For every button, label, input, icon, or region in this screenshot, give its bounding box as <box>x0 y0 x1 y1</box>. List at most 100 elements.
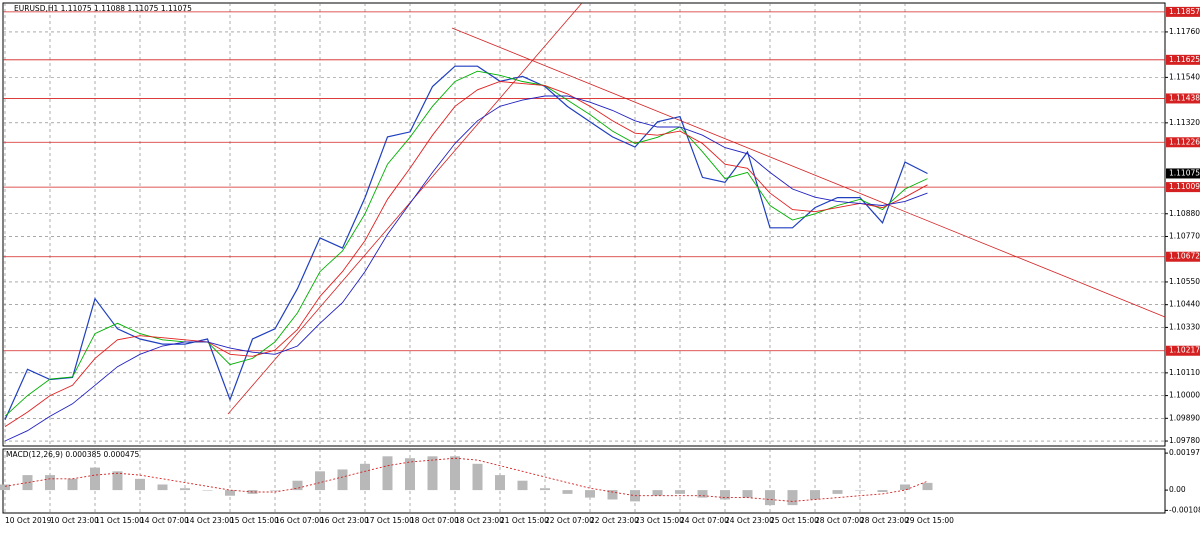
x-tick-label: 17 Oct 15:00 <box>365 516 414 525</box>
y-tick-label: 1.11540 <box>1169 72 1200 81</box>
y-tick-label: 1.10000 <box>1169 391 1200 400</box>
macd-bar <box>877 490 888 492</box>
level-label-box <box>1166 54 1200 65</box>
macd-bar <box>472 463 483 491</box>
trendline <box>451 27 1166 318</box>
macd-bar <box>157 484 168 491</box>
y-tick-label: 1.10110 <box>1169 368 1200 377</box>
macd-bar <box>517 480 528 491</box>
y-tick-label: 1.09890 <box>1169 413 1200 422</box>
macd-title: MACD(12,26,9) 0.000385 0.000475 <box>6 450 140 459</box>
macd-bar <box>180 488 190 491</box>
last-price-label: 1.11075 <box>1169 168 1200 177</box>
level-label-box <box>1166 345 1200 356</box>
macd-bar <box>202 490 213 491</box>
macd-bar <box>495 475 505 491</box>
macd-bar <box>810 490 820 500</box>
macd-frame <box>2 448 1166 514</box>
level-label: 1.11438 <box>1169 93 1200 102</box>
macd-bar <box>315 471 325 491</box>
y-tick-label: 1.10770 <box>1169 231 1200 240</box>
x-tick-label: 10 Oct 23:00 <box>50 516 99 525</box>
macd-bar <box>787 490 798 506</box>
level-label: 1.10672 <box>1169 252 1200 261</box>
macd-bar <box>585 490 595 498</box>
level-label-box <box>1166 251 1200 262</box>
y-tick-label: -0.00108 <box>1169 505 1200 514</box>
macd-bar <box>742 490 753 498</box>
main-frame <box>2 2 1166 447</box>
macd-bar <box>90 467 100 491</box>
macd-bar <box>67 478 78 491</box>
x-tick-label: 24 Oct 23:00 <box>725 516 774 525</box>
macd-bar <box>405 458 415 491</box>
macd-bar <box>900 484 910 491</box>
trendline <box>227 2 583 415</box>
macd-bar <box>652 490 663 496</box>
x-tick-label: 28 Oct 07:00 <box>815 516 864 525</box>
moving-average <box>4 95 928 442</box>
y-tick-label: 1.11760 <box>1169 27 1200 36</box>
x-tick-label: 18 Oct 07:00 <box>410 516 459 525</box>
x-tick-label: 22 Oct 23:00 <box>590 516 639 525</box>
level-label: 1.11009 <box>1169 182 1200 191</box>
x-tick-label: 16 Oct 23:00 <box>320 516 369 525</box>
level-label-box <box>1166 137 1200 148</box>
x-tick-label: 18 Oct 23:00 <box>455 516 504 525</box>
y-tick-label: 1.10330 <box>1169 322 1200 331</box>
y-tick-label: 1.10880 <box>1169 209 1200 218</box>
macd-bar <box>922 482 933 491</box>
macd-bar <box>832 490 843 494</box>
macd-bar <box>697 490 708 498</box>
x-tick-label: 11 Oct 15:00 <box>95 516 144 525</box>
y-tick-label: 1.10440 <box>1169 300 1200 309</box>
macd-bar <box>45 475 55 491</box>
macd-bar <box>720 490 730 500</box>
moving-average <box>4 70 928 417</box>
x-tick-label: 29 Oct 15:00 <box>905 516 954 525</box>
level-label: 1.11226 <box>1169 137 1200 146</box>
x-tick-label: 15 Oct 15:00 <box>230 516 279 525</box>
last-price-box <box>1166 168 1200 179</box>
x-tick-label: 25 Oct 15:00 <box>770 516 819 525</box>
x-tick-label: 23 Oct 15:00 <box>635 516 684 525</box>
x-tick-label: 14 Oct 07:00 <box>140 516 189 525</box>
macd-bar <box>607 490 618 500</box>
macd-bar <box>225 490 235 496</box>
macd-bar <box>765 490 775 506</box>
macd-bar <box>135 478 145 491</box>
chart-title: EURUSD,H1 1.11075 1.11088 1.11075 1.1107… <box>14 4 192 13</box>
level-label: 1.11625 <box>1169 55 1200 64</box>
macd-bar <box>270 490 280 491</box>
macd-bar <box>562 490 573 494</box>
macd-bar <box>360 463 370 491</box>
level-label-box <box>1166 93 1200 104</box>
price-line <box>4 65 928 421</box>
level-label-box <box>1166 6 1200 17</box>
x-tick-label: 14 Oct 23:00 <box>185 516 234 525</box>
x-tick-label: 10 Oct 2019 <box>5 516 52 525</box>
x-tick-label: 16 Oct 07:00 <box>275 516 324 525</box>
macd-bar <box>0 484 10 491</box>
moving-average <box>4 81 928 427</box>
y-tick-label: 1.09780 <box>1169 436 1200 445</box>
x-tick-label: 28 Oct 23:00 <box>860 516 909 525</box>
y-tick-label: 0.00 <box>1169 485 1186 494</box>
y-tick-label: 1.11320 <box>1169 118 1200 127</box>
macd-bar <box>427 456 438 491</box>
macd-bar <box>675 490 685 494</box>
macd-bar <box>292 480 303 491</box>
macd-bar <box>540 488 550 491</box>
x-tick-label: 22 Oct 07:00 <box>545 516 594 525</box>
level-label: 1.11857 <box>1169 7 1200 16</box>
macd-bar <box>337 469 348 491</box>
x-tick-label: 24 Oct 07:00 <box>680 516 729 525</box>
macd-bar <box>22 475 33 491</box>
y-tick-label: 1.10550 <box>1169 277 1200 286</box>
macd-bar <box>112 471 123 491</box>
macd-bar <box>855 490 865 491</box>
y-tick-label: 0.001972 <box>1169 448 1200 457</box>
macd-bar <box>382 456 393 491</box>
